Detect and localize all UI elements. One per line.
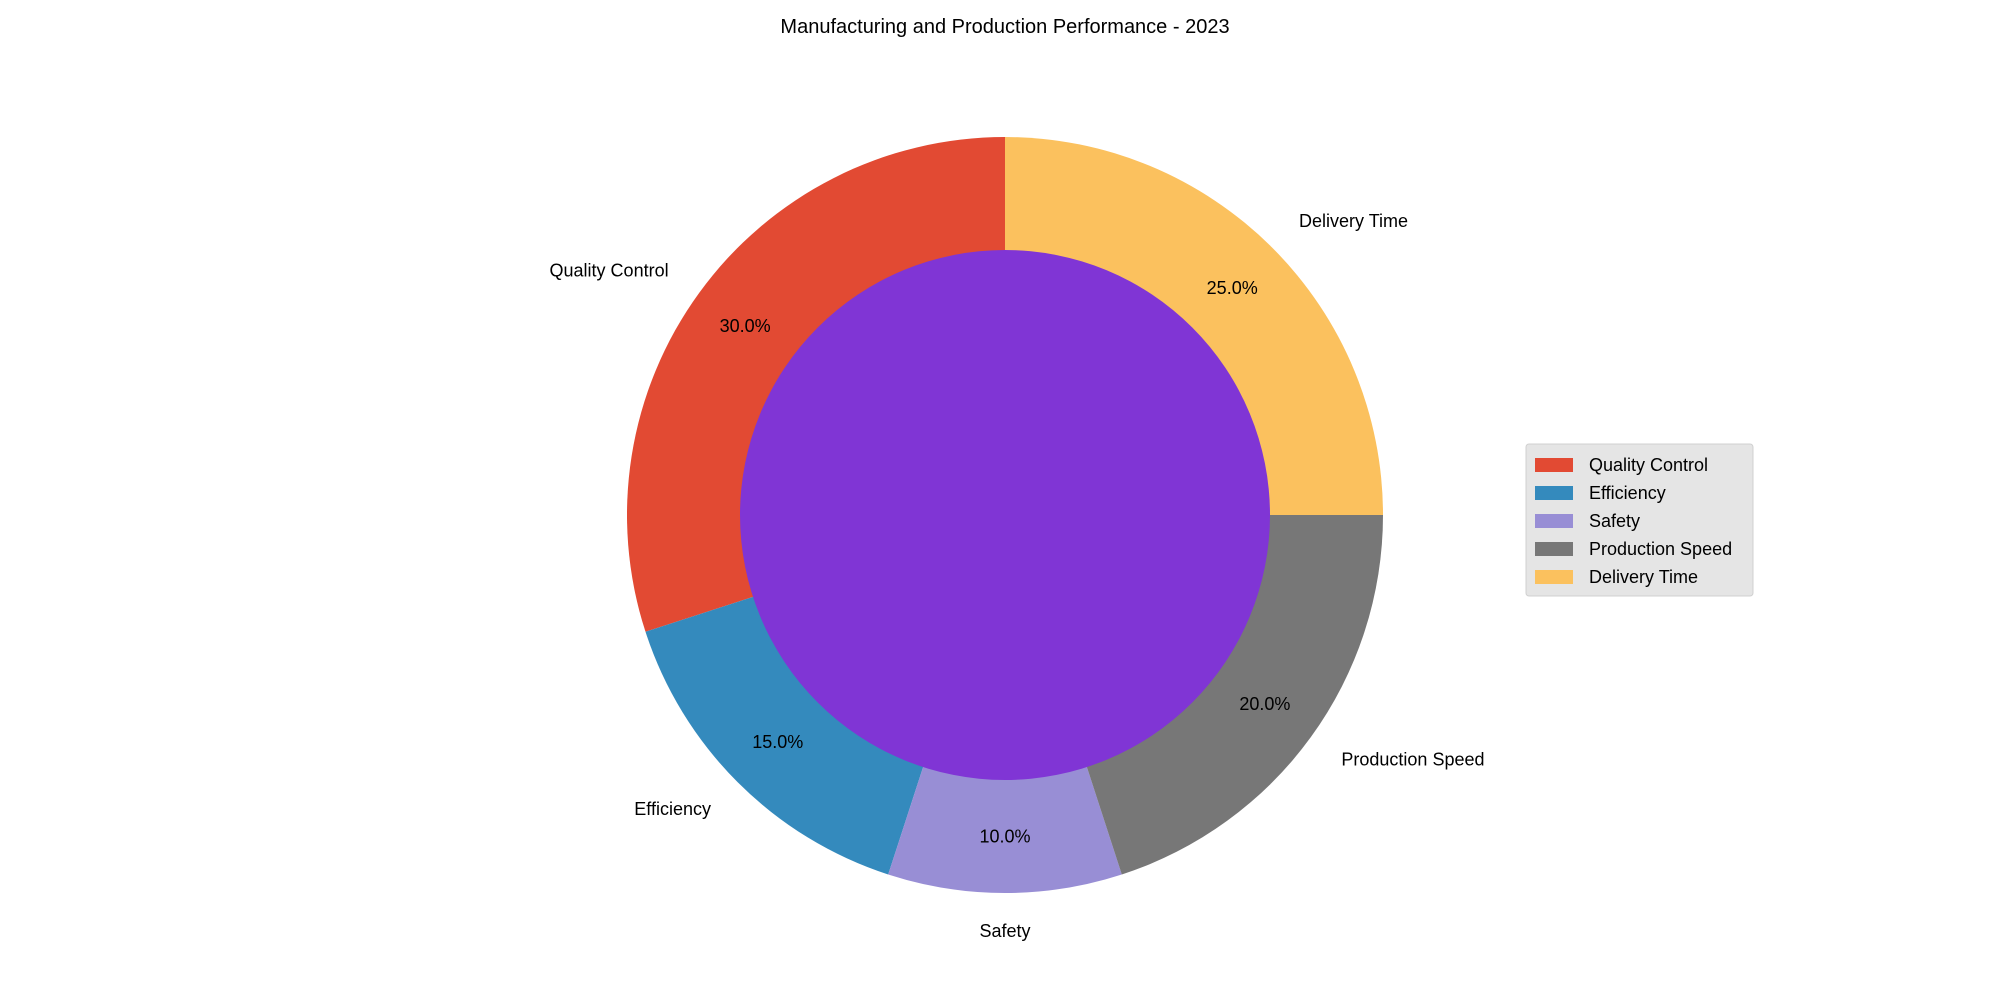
legend-label: Production Speed: [1589, 539, 1732, 559]
legend-swatch: [1535, 542, 1573, 556]
slice-label: Safety: [979, 921, 1030, 941]
legend-frame: [1525, 443, 1754, 597]
slice-label: Efficiency: [634, 799, 711, 819]
legend-label: Efficiency: [1589, 483, 1666, 503]
slice-labels: Quality Control 30.0% Efficiency 15.0% Safet…: [550, 211, 1485, 941]
slice-label: Production Speed: [1341, 749, 1484, 769]
legend-label: Quality Control: [1589, 455, 1708, 475]
slice-percent-label: 10.0%: [979, 826, 1030, 846]
legend-swatch: [1535, 570, 1573, 584]
legend-swatch: [1535, 486, 1573, 500]
slice-label: Delivery Time: [1299, 211, 1408, 231]
legend-label: Delivery Time: [1589, 567, 1698, 587]
slice-percent-label: 20.0%: [1239, 694, 1290, 714]
chart-title: Manufacturing and Production Performance…: [780, 16, 1229, 38]
legend: Quality Control Efficiency Safety Productio…: [1525, 443, 1754, 597]
slice-percent-label: 15.0%: [752, 732, 803, 752]
slice-percent-label: 25.0%: [1207, 278, 1258, 298]
legend-swatch: [1535, 458, 1573, 472]
slice-label: Quality Control: [550, 261, 669, 281]
donut-center: [740, 250, 1270, 780]
slice-percent-label: 30.0%: [720, 316, 771, 336]
legend-label: Safety: [1589, 511, 1640, 531]
legend-swatch: [1535, 514, 1573, 528]
